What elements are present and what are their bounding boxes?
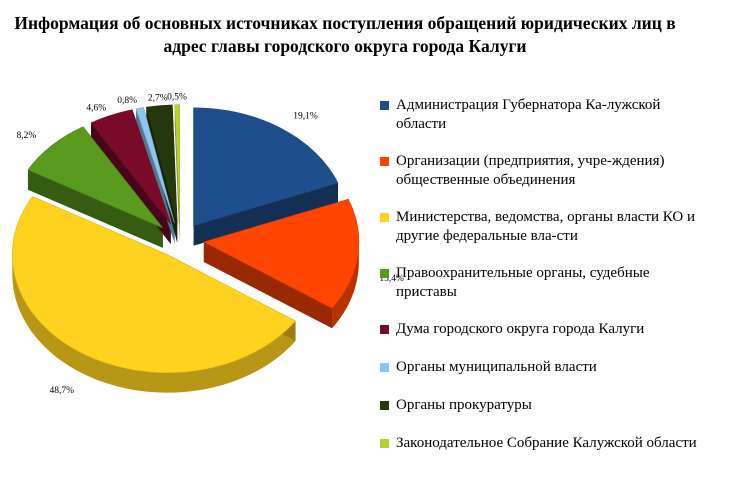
legend-swatch	[380, 363, 389, 372]
pie-slice	[90, 109, 172, 225]
chart-title: Информация об основных источниках поступ…	[14, 13, 676, 56]
pie-data-label: 4,6%	[86, 104, 106, 114]
legend-swatch	[380, 101, 389, 110]
legend-swatch	[380, 269, 389, 278]
legend-swatch	[380, 401, 389, 410]
pie-data-label: 2,7%	[148, 93, 168, 103]
pie-data-label: 8,2%	[17, 131, 37, 141]
legend-label: Администрация Губернатора Ка-лужской обл…	[396, 97, 661, 132]
legend-item: Организации (предприятия, учре-ждения) о…	[380, 152, 710, 190]
pie-slice	[203, 198, 360, 309]
legend-item: Органы муниципальной власти	[380, 358, 710, 377]
legend-item: Органы прокуратуры	[380, 396, 710, 415]
pie-slice-cut	[203, 241, 333, 329]
legend-label: Министерства, ведомства, органы власти К…	[396, 209, 696, 244]
legend-item: Дума городского округа города Калуги	[380, 320, 710, 339]
legend-label: Законодательное Собрание Калужской облас…	[396, 435, 697, 451]
pie-slice-side	[332, 241, 359, 329]
legend-swatch	[380, 213, 389, 222]
pie-data-label: 48,7%	[50, 386, 75, 396]
legend-label: Организации (предприятия, учре-ждения) о…	[396, 153, 665, 188]
legend-swatch	[380, 157, 389, 166]
pie-slice	[27, 126, 164, 229]
legend-label: Дума городского округа города Калуги	[396, 321, 645, 337]
legend-label: Органы муниципальной власти	[396, 359, 597, 375]
pie-data-label: 0,8%	[117, 96, 137, 106]
pie-data-label: 0,5%	[167, 92, 187, 102]
legend-swatch	[380, 439, 389, 448]
pie-slice	[12, 196, 297, 373]
pie-slice	[174, 104, 180, 223]
legend-item: Правоохранительные органы, судебные прис…	[380, 264, 710, 302]
legend-swatch	[380, 325, 389, 334]
pie-slice	[193, 107, 339, 227]
pie-slice	[135, 107, 175, 224]
legend-label: Органы прокуратуры	[396, 397, 532, 413]
pie-slice-cut	[193, 182, 339, 246]
legend-item: Администрация Губернатора Ка-лужской обл…	[380, 96, 710, 134]
pie-data-label: 15,4%	[379, 274, 404, 284]
pie-slice	[145, 104, 178, 223]
pie-slice-cut	[27, 169, 163, 248]
pie-labels: 19,1% 15,4% 48,7% 8,2% 4,6% 0,8% 2,7% 0,5%	[17, 92, 405, 396]
pie-data-label: 19,1%	[293, 112, 318, 122]
legend-item: Министерства, ведомства, органы власти К…	[380, 208, 710, 246]
pie-tops	[12, 104, 360, 373]
pie-slice-side	[12, 254, 296, 393]
legend-label: Правоохранительные органы, судебные прис…	[396, 265, 650, 300]
legend-item: Законодательное Собрание Калужской облас…	[380, 434, 710, 453]
